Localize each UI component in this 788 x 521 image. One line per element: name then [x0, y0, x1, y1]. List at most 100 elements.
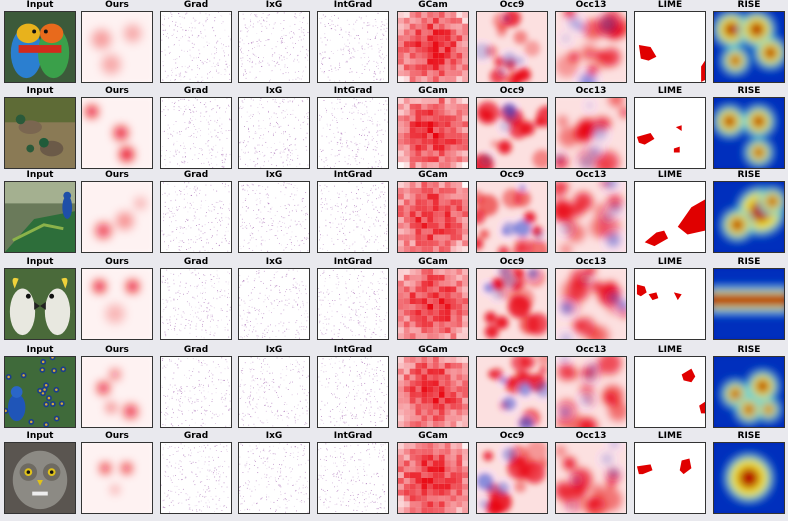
panel-title: RISE — [737, 0, 761, 10]
saliency-map — [81, 442, 153, 514]
panel-title: IxG — [265, 431, 283, 441]
panel-title: IntGrad — [333, 431, 373, 441]
saliency-map — [238, 97, 310, 169]
panel-title: Ours — [105, 345, 129, 355]
panel-title: Ours — [105, 170, 129, 180]
panel-title: LIME — [657, 345, 683, 355]
saliency-map — [317, 356, 389, 428]
panel-title: Grad — [183, 0, 209, 10]
panel-title: IntGrad — [333, 86, 373, 96]
saliency-map — [634, 97, 706, 169]
saliency-map — [81, 268, 153, 340]
saliency-map — [160, 97, 232, 169]
panel-title: GCam — [418, 170, 448, 180]
panel-title: RISE — [737, 431, 761, 441]
saliency-map — [476, 268, 548, 340]
panel-title: Occ13 — [575, 0, 607, 10]
panel-title: Input — [26, 431, 54, 441]
panel-title: IxG — [265, 0, 283, 10]
panel-title: Ours — [105, 431, 129, 441]
panel-title: LIME — [657, 86, 683, 96]
saliency-map — [238, 356, 310, 428]
panel-title: RISE — [737, 170, 761, 180]
panel-title: Grad — [183, 170, 209, 180]
saliency-map — [476, 356, 548, 428]
saliency-map — [317, 181, 389, 253]
saliency-map — [238, 11, 310, 83]
panel-title: Occ9 — [499, 431, 525, 441]
input-image — [4, 11, 76, 83]
panel-title: Input — [26, 86, 54, 96]
saliency-map — [81, 97, 153, 169]
saliency-map — [476, 442, 548, 514]
saliency-map — [397, 97, 469, 169]
panel-title: IntGrad — [333, 0, 373, 10]
panel-title: Occ13 — [575, 257, 607, 267]
saliency-map — [555, 442, 627, 514]
saliency-map — [555, 11, 627, 83]
saliency-map — [397, 11, 469, 83]
saliency-map — [81, 11, 153, 83]
saliency-map — [238, 442, 310, 514]
panel-title: Grad — [183, 431, 209, 441]
panel-title: RISE — [737, 345, 761, 355]
saliency-map — [160, 268, 232, 340]
saliency-map — [317, 11, 389, 83]
panel-title: Input — [26, 0, 54, 10]
saliency-map — [81, 181, 153, 253]
panel-title: RISE — [737, 257, 761, 267]
panel-title: Occ13 — [575, 86, 607, 96]
panel-title: LIME — [657, 431, 683, 441]
saliency-map — [476, 97, 548, 169]
panel-title: LIME — [657, 170, 683, 180]
input-image — [4, 442, 76, 514]
panel-title: Occ9 — [499, 257, 525, 267]
saliency-map — [160, 442, 232, 514]
panel-title: IntGrad — [333, 345, 373, 355]
saliency-map — [81, 356, 153, 428]
saliency-map — [476, 11, 548, 83]
panel-title: LIME — [657, 0, 683, 10]
panel-title: Grad — [183, 86, 209, 96]
panel-title: IxG — [265, 170, 283, 180]
saliency-map — [397, 442, 469, 514]
panel-title: Occ13 — [575, 431, 607, 441]
panel-title: GCam — [418, 257, 448, 267]
saliency-map — [160, 356, 232, 428]
saliency-map — [317, 97, 389, 169]
saliency-map — [713, 356, 785, 428]
saliency-map — [555, 97, 627, 169]
saliency-map — [397, 356, 469, 428]
panel-title: Occ9 — [499, 86, 525, 96]
panel-title: GCam — [418, 431, 448, 441]
saliency-map — [634, 11, 706, 83]
saliency-map — [634, 268, 706, 340]
panel-title: Occ9 — [499, 0, 525, 10]
saliency-map — [713, 268, 785, 340]
panel-title: Input — [26, 170, 54, 180]
input-image — [4, 356, 76, 428]
panel-title: Occ13 — [575, 345, 607, 355]
saliency-map — [238, 268, 310, 340]
panel-title: Ours — [105, 0, 129, 10]
saliency-map — [160, 11, 232, 83]
panel-title: GCam — [418, 0, 448, 10]
panel-title: Ours — [105, 86, 129, 96]
saliency-map — [160, 181, 232, 253]
panel-title: IntGrad — [333, 170, 373, 180]
panel-title: IxG — [265, 345, 283, 355]
panel-title: Ours — [105, 257, 129, 267]
saliency-map — [634, 356, 706, 428]
input-image — [4, 97, 76, 169]
saliency-map — [713, 11, 785, 83]
panel-title: GCam — [418, 345, 448, 355]
saliency-map — [713, 181, 785, 253]
panel-title: Input — [26, 345, 54, 355]
saliency-map — [634, 181, 706, 253]
panel-title: Input — [26, 257, 54, 267]
saliency-map — [476, 181, 548, 253]
panel-title: IntGrad — [333, 257, 373, 267]
panel-title: Occ9 — [499, 170, 525, 180]
saliency-map — [713, 97, 785, 169]
